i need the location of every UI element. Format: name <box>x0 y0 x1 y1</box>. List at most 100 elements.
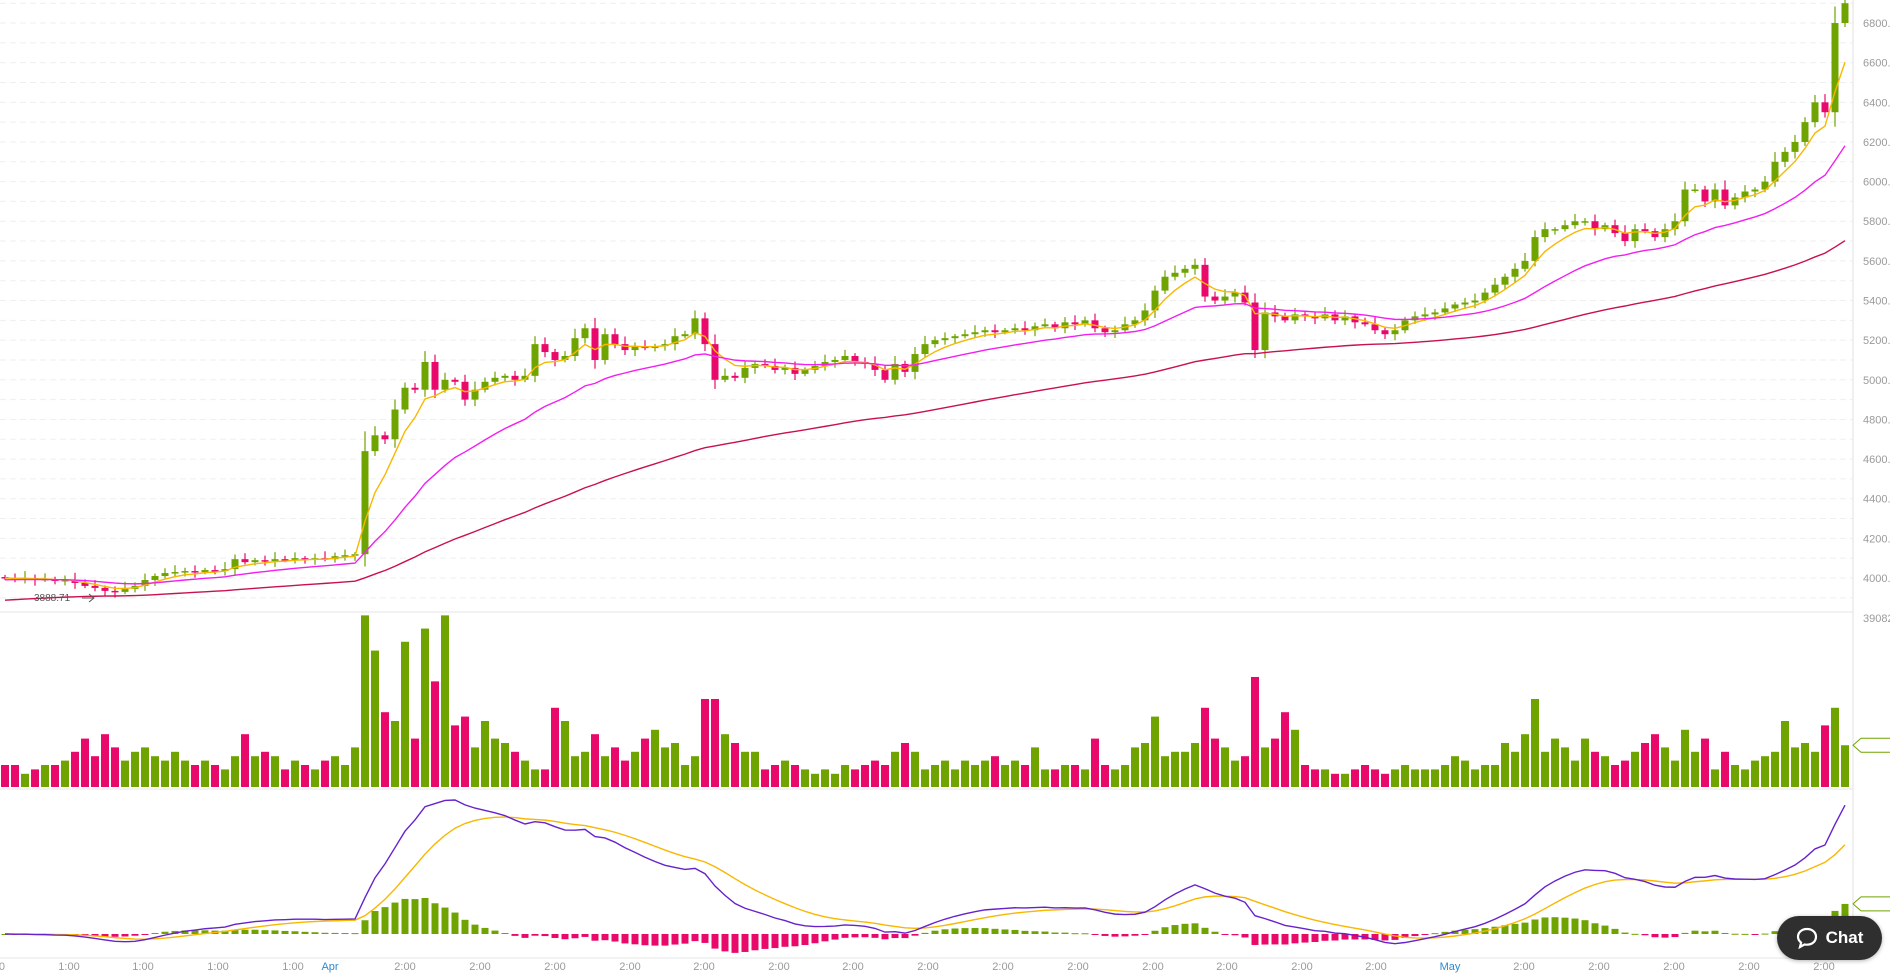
candle-down <box>1591 221 1599 230</box>
candle-up <box>1461 302 1469 305</box>
volume-bar <box>1521 734 1529 787</box>
macd-histogram-bar <box>1211 931 1219 934</box>
macd-histogram-bar <box>1611 928 1619 934</box>
volume-bar <box>601 756 609 787</box>
time-tick-label: 2:00 <box>1663 961 1684 973</box>
volume-bar <box>981 760 989 787</box>
volume-bar <box>831 773 839 787</box>
volume-bar <box>891 751 899 787</box>
candle-up <box>841 356 849 360</box>
volume-bar <box>1111 769 1119 787</box>
volume-bar <box>1141 742 1149 787</box>
price-tick-label: 5000.00 <box>1863 375 1890 387</box>
volume-bar <box>611 747 619 787</box>
candle-up <box>671 336 679 345</box>
time-tick-label: 2:00 <box>768 961 789 973</box>
volume-bar <box>471 747 479 787</box>
candle-down <box>211 570 219 572</box>
macd-histogram-bar <box>1311 934 1319 942</box>
volume-bar <box>521 760 529 787</box>
price-tick-label: 5800.00 <box>1863 216 1890 228</box>
macd-histogram-bar <box>631 934 639 945</box>
chat-button[interactable]: Chat <box>1777 916 1882 960</box>
candle-down <box>1 577 9 579</box>
volume-bar <box>801 769 809 787</box>
candle-up <box>1291 314 1299 321</box>
candle-down <box>241 559 249 563</box>
volume-bar <box>191 764 199 787</box>
candle-up <box>1501 276 1509 285</box>
macd-histogram-bar <box>201 930 209 934</box>
macd-histogram-bar <box>1261 934 1269 945</box>
candle-up <box>581 328 589 339</box>
candle-down <box>1211 296 1219 301</box>
macd-histogram-bar <box>1441 931 1449 934</box>
macd-histogram-bar <box>1201 927 1209 934</box>
macd-histogram-bar <box>1431 933 1439 935</box>
macd-histogram-bar <box>1191 923 1199 934</box>
volume-bar <box>671 742 679 787</box>
candle-down <box>451 379 459 382</box>
volume-bar <box>1701 738 1709 787</box>
candle-up <box>1261 312 1269 351</box>
candle-down <box>1201 264 1209 297</box>
volume-bar <box>351 747 359 787</box>
volume-bar <box>421 628 429 787</box>
macd-histogram-bar <box>251 929 259 934</box>
volume-bar <box>201 760 209 787</box>
candle-up <box>961 334 969 337</box>
candle-up <box>171 572 179 574</box>
candle-up <box>391 409 399 440</box>
volume-bar <box>211 764 219 787</box>
volume-max-label: 39082 <box>1863 613 1890 625</box>
candle-up <box>1731 197 1739 206</box>
candle-up <box>1111 330 1119 333</box>
macd-histogram-bar <box>951 928 959 934</box>
volume-bar <box>231 756 239 787</box>
volume-bar <box>1291 729 1299 787</box>
volume-bar <box>1651 734 1659 787</box>
volume-bar <box>1301 764 1309 787</box>
volume-bar <box>321 760 329 787</box>
macd-histogram-bar <box>561 934 569 940</box>
volume-last-tag <box>1852 737 1890 753</box>
time-tick-label: 2:00 <box>1738 961 1759 973</box>
macd-histogram-bar <box>531 934 539 936</box>
volume-bar <box>731 742 739 787</box>
candle-up <box>1561 225 1569 230</box>
candle-up <box>941 338 949 341</box>
volume-bar <box>961 760 969 787</box>
price-tick-label: 4400.00 <box>1863 494 1890 506</box>
macd-histogram-bar <box>301 931 309 934</box>
volume-bar <box>1471 769 1479 787</box>
macd-histogram-bar <box>1621 932 1629 934</box>
candle-down <box>1241 292 1249 303</box>
macd-histogram-bar <box>261 930 269 934</box>
macd-histogram-bar <box>161 931 169 934</box>
candle-up <box>201 570 209 573</box>
volume-bar <box>1381 773 1389 787</box>
macd-histogram-bar <box>911 934 919 936</box>
candle-up <box>481 381 489 390</box>
volume-bar <box>1411 769 1419 787</box>
candle-up <box>981 330 989 333</box>
volume-bar <box>1711 769 1719 787</box>
price-tick-label: 4600.00 <box>1863 454 1890 466</box>
candle-down <box>881 369 889 380</box>
volume-bar <box>1581 738 1589 787</box>
candle-up <box>1531 237 1539 261</box>
candle-up <box>781 367 789 370</box>
price-tick-label: 4200.00 <box>1863 533 1890 545</box>
volume-bar <box>791 764 799 787</box>
volume-bar <box>1731 764 1739 787</box>
volume-bar <box>1501 742 1509 787</box>
macd-histogram-bar <box>571 934 579 939</box>
macd-histogram-bar <box>961 928 969 934</box>
volume-bar <box>1031 747 1039 787</box>
macd-histogram-bar <box>941 929 949 934</box>
macd-histogram-bar <box>1531 919 1539 934</box>
macd-histogram-bar <box>1561 917 1569 934</box>
macd-histogram-bar <box>1631 933 1639 935</box>
volume-bar <box>131 751 139 787</box>
